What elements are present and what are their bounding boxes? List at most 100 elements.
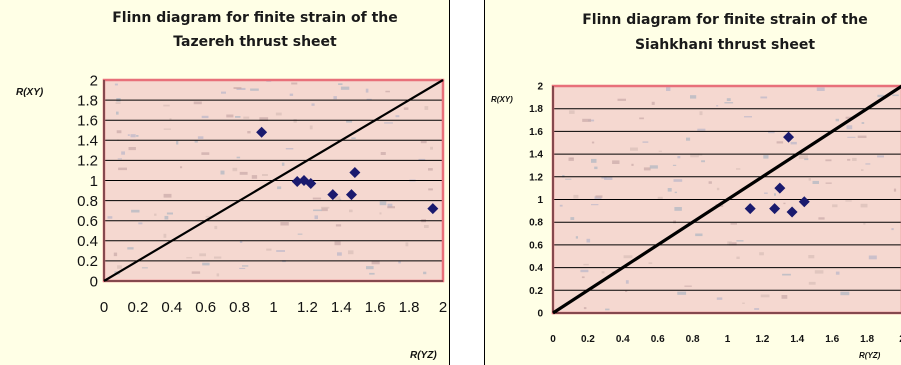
plot-texture-speck [351,137,356,139]
plot-texture-speck [832,204,838,208]
y-tick-label: 1.6 [529,127,543,138]
plot-texture-speck [365,88,369,93]
y-tick-label: 0.8 [77,193,98,210]
plot-texture-speck [612,160,620,164]
plot-texture-speck [861,169,864,171]
plot-texture-speck [118,167,127,171]
x-tick-label: 2 [439,299,447,316]
plot-texture-speck [366,98,372,100]
plot-texture-speck [116,111,119,115]
plot-texture-speck [591,204,599,206]
plot-texture-speck [763,155,769,159]
plot-texture-speck [798,155,808,159]
data-point-marker [783,131,795,143]
plot-texture-speck [667,188,672,192]
plot-texture-speck [379,212,382,215]
plot-texture-speck [366,266,374,270]
plot-texture-speck [565,178,572,180]
plot-texture-speck [892,94,899,97]
plot-texture-speck [130,134,136,138]
plot-texture-speck [180,166,183,169]
y-tick-label: 2 [90,72,98,89]
plot-texture-speck [891,228,894,231]
x-tick-label: 0.2 [127,299,148,316]
plot-texture-speck [812,180,819,184]
plot-texture-speck [846,125,853,130]
plot-texture-speck [384,122,393,124]
plot-texture-speck [321,206,330,209]
plot-texture-speck [289,93,294,96]
plot-texture-speck [776,141,784,144]
plot-texture-speck [251,175,258,179]
plot-texture-speck [280,222,289,226]
plot-texture-speck [860,203,868,208]
plot-texture-speck [127,247,134,250]
y-tick-label: 0.6 [529,240,543,251]
plot-texture-speck [385,90,390,93]
plot-texture-speck [768,130,775,134]
y-tick-label: 0.6 [77,213,98,230]
plot-texture-speck [651,101,655,105]
y-tick-label: 0 [90,273,98,290]
plot-texture-speck [727,241,732,246]
plot-texture-speck [163,233,167,238]
plot-texture-speck [573,194,579,199]
plot-texture-speck [239,240,243,243]
plot-texture-speck [164,215,169,220]
plot-texture-speck [845,200,852,202]
x-tick-label: 0.2 [581,334,595,345]
plot-texture-speck [420,141,427,144]
plot-texture-speck [128,147,136,151]
plot-texture-speck [335,224,342,227]
plot-texture-speck [266,248,272,251]
plot-texture-speck [677,156,681,159]
plot-texture-speck [424,225,429,228]
plot-texture-speck [625,280,629,284]
plot-texture-speck [808,255,815,259]
chart-title-line: Tazereh thrust sheet [173,34,337,50]
plot-texture-speck [736,240,744,242]
plot-texture-speck [781,295,788,299]
plot-texture-speck [594,196,602,200]
x-axis-label: R(YZ) [859,351,881,360]
plot-texture-speck [380,152,386,155]
plot-texture-speck [424,106,429,110]
plot-texture-speck [199,253,206,257]
plot-texture-speck [216,273,220,277]
plot-texture-speck [835,271,840,275]
x-tick-label: 2 [899,334,901,345]
plot-texture-speck [708,181,712,184]
y-tick-label: 1.8 [529,104,543,115]
plot-texture-speck [726,98,731,101]
plot-texture-speck [580,269,589,273]
x-tick-label: 0.4 [161,299,182,316]
plot-texture-speck [701,160,705,163]
plot-texture-speck [586,238,591,243]
plot-texture-speck [562,175,565,178]
chart-panel-siahkhani: Flinn diagram for finite strain of the Si… [484,0,901,365]
plot-texture-speck [293,119,297,123]
y-tick-label: 1 [537,195,543,206]
plot-texture-speck [201,115,209,119]
data-point-marker [256,126,268,138]
plot-texture-speck [398,261,401,264]
plot-texture-speck [117,265,122,269]
x-tick-label: 0.8 [686,334,700,345]
plot-texture-speck [321,207,328,212]
plot-texture-speck [754,308,760,310]
plot-texture-speck [163,128,171,130]
plot-texture-speck [674,207,682,211]
plot-texture-speck [334,196,341,201]
x-tick-label: 1.6 [825,334,839,345]
plot-texture-speck [113,252,118,257]
plot-texture-speck [630,147,638,151]
plot-texture-speck [428,188,433,191]
plot-texture-speck [868,255,877,260]
plot-texture-speck [818,217,825,220]
x-tick-label: 0.6 [651,334,665,345]
plot-texture-speck [395,115,400,118]
plot-texture-speck [418,158,426,161]
plot-texture-speck [194,140,198,143]
x-tick-label: 0 [100,299,108,316]
plot-texture-speck [239,267,246,269]
